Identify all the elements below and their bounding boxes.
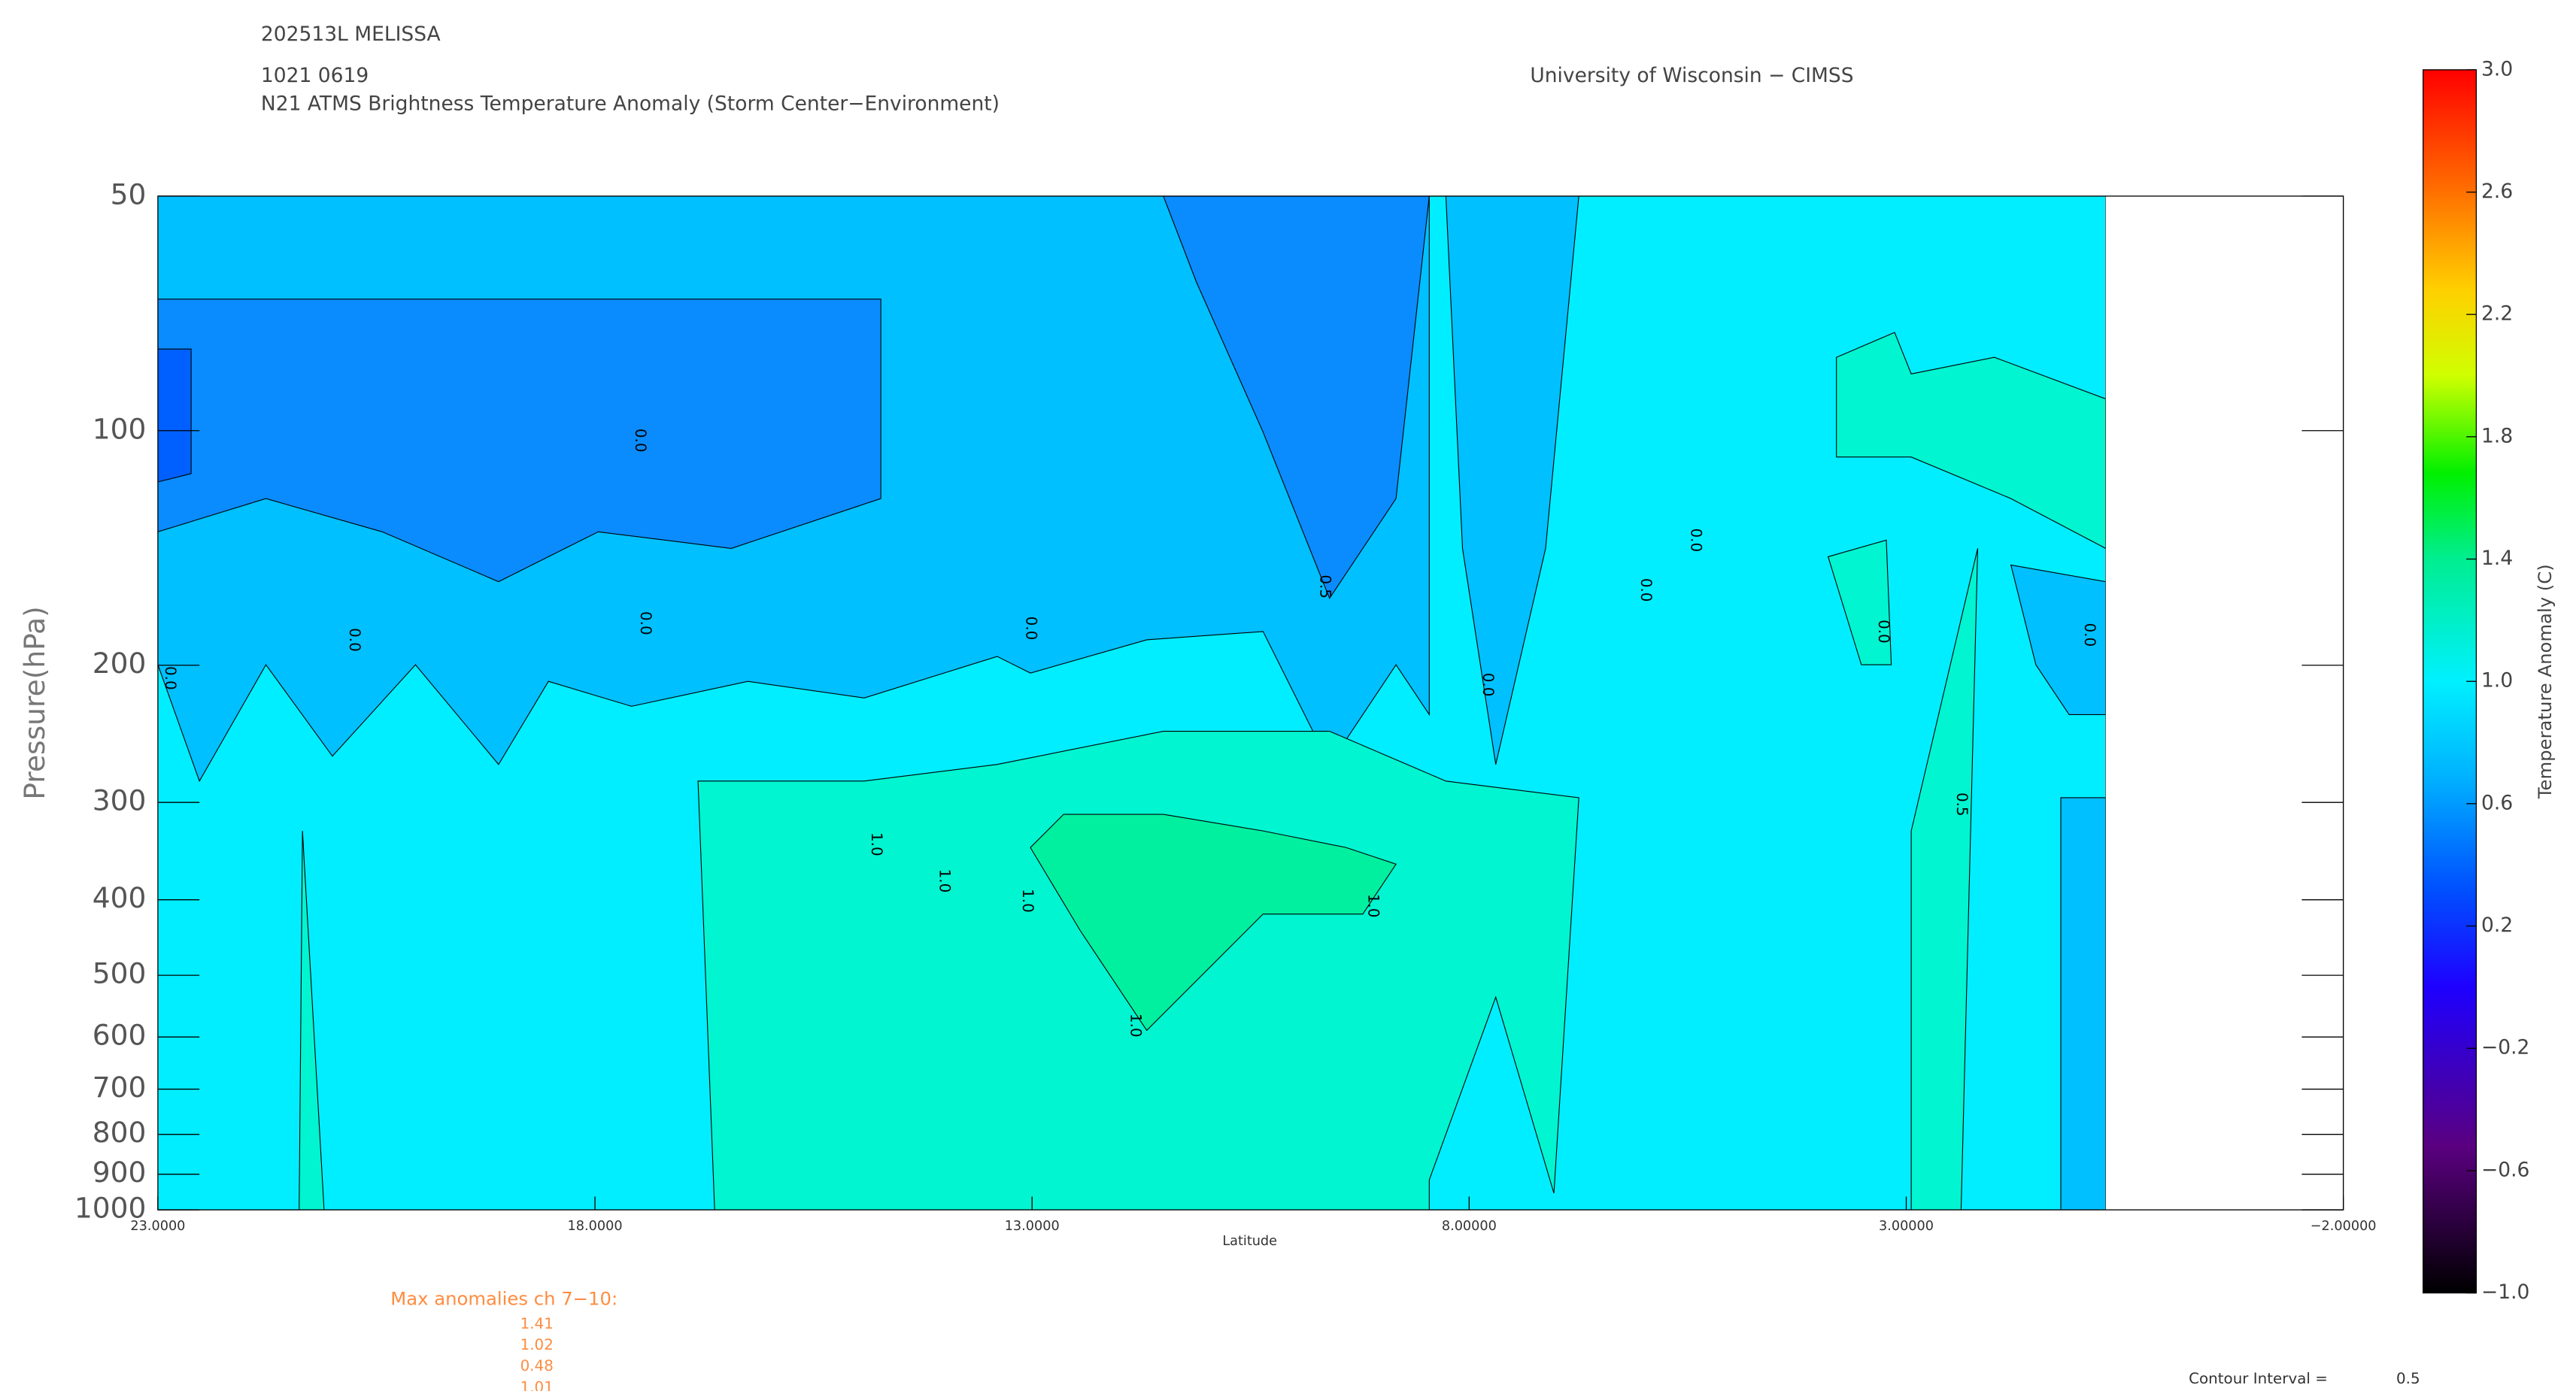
colorbar-tick-label: 1.4 <box>2481 547 2513 570</box>
x-tick-label: 3.00000 <box>1879 1219 1934 1234</box>
colorbar-tick-label: 1.8 <box>2481 424 2513 447</box>
x-tick-label: 18.0000 <box>568 1219 623 1234</box>
colorbar-tick-label: 0.6 <box>2481 791 2513 814</box>
contour-region <box>157 298 881 583</box>
colorbar-tick-label: 2.2 <box>2481 302 2513 326</box>
contour-field <box>157 195 2106 1211</box>
colorbar-tick-label: 3.0 <box>2481 57 2513 80</box>
y-tick-label: 600 <box>93 1019 147 1052</box>
plot-frame <box>157 195 2344 1211</box>
contour-region <box>1836 332 2106 550</box>
y-tick-label: 500 <box>93 957 147 990</box>
y-tick-label: 1000 <box>74 1192 147 1225</box>
colorbar-tick-label: −1.0 <box>2481 1280 2529 1304</box>
max-anomaly: 1.01 <box>520 1378 554 1391</box>
contour-label: 0.0 <box>1479 673 1497 697</box>
contour-label: 0.0 <box>1687 529 1704 553</box>
contour-region <box>1445 195 1579 765</box>
colorbar-tick-label: −0.2 <box>2481 1036 2529 1059</box>
contour-region <box>299 831 325 1211</box>
contour-label: 0.0 <box>1023 617 1040 641</box>
contour-region <box>2010 564 2106 715</box>
contour-interval-label: Contour Interval = <box>2189 1370 2328 1387</box>
x-axis-label: Latitude <box>1222 1234 1277 1249</box>
y-tick-label: 100 <box>93 412 147 445</box>
contour-label: 0.0 <box>346 628 363 652</box>
y-tick-label: 50 <box>111 177 147 211</box>
contour-region <box>1827 539 1892 665</box>
max-anomaly: 0.48 <box>520 1357 554 1374</box>
contour-interval: 0.5 <box>2396 1370 2420 1387</box>
x-tick-label: 8.00000 <box>1442 1219 1497 1234</box>
source: University of Wisconsin − CIMSS <box>1530 64 1853 87</box>
contour-label: 1.0 <box>868 832 885 856</box>
y-tick-label: 300 <box>93 784 147 817</box>
contour-label: 1.0 <box>1019 889 1036 913</box>
colorbar-label: Temperature Anomaly (C) <box>2534 564 2556 799</box>
y-tick-label: 400 <box>93 881 147 914</box>
y-tick-label: 200 <box>93 647 147 680</box>
contour-region <box>1030 814 1397 1032</box>
x-tick-label: −2.00000 <box>2311 1219 2377 1234</box>
contour-label: 0.0 <box>162 666 179 690</box>
contour-region <box>1163 195 1430 599</box>
colorbar-tick-label: 0.2 <box>2481 914 2513 937</box>
contour-label: 0.0 <box>1875 620 1892 644</box>
colorbar-tick-label: 2.6 <box>2481 180 2513 203</box>
contour-region <box>157 348 192 483</box>
x-tick-label: 13.0000 <box>1005 1219 1060 1234</box>
contour-label: 0.5 <box>1317 574 1334 599</box>
max-anomalies-title: Max anomalies ch 7−10: <box>390 1287 617 1309</box>
contour-label: 0.0 <box>632 429 649 453</box>
y-axis-label: Pressure(hPa) <box>18 606 51 799</box>
contour-label: 0.5 <box>1953 792 1971 817</box>
contour-region <box>1910 548 1979 1211</box>
contour-label: 1.0 <box>1365 894 1382 918</box>
colorbar-tick-label: −0.6 <box>2481 1158 2529 1181</box>
y-tick-label: 900 <box>93 1156 147 1189</box>
contour-label: 0.0 <box>637 611 654 635</box>
contour-label: 0.0 <box>2081 623 2098 647</box>
max-anomaly: 1.02 <box>520 1336 554 1353</box>
contour-label: 1.0 <box>936 869 954 893</box>
y-tick-label: 800 <box>93 1116 147 1149</box>
max-anomaly: 1.41 <box>520 1315 554 1332</box>
y-tick-label: 700 <box>93 1071 147 1104</box>
x-tick-label: 23.0000 <box>130 1219 185 1234</box>
colorbar-tick-label: 1.0 <box>2481 669 2513 692</box>
contour-region <box>2060 797 2106 1211</box>
chart-title: N21 ATMS Brightness Temperature Anomaly … <box>261 92 1000 116</box>
contour-label: 1.0 <box>1127 1014 1145 1038</box>
time: 1021 0619 <box>261 64 369 87</box>
contour-label: 0.0 <box>1637 578 1655 602</box>
storm-name: 202513L MELISSA <box>261 23 441 46</box>
